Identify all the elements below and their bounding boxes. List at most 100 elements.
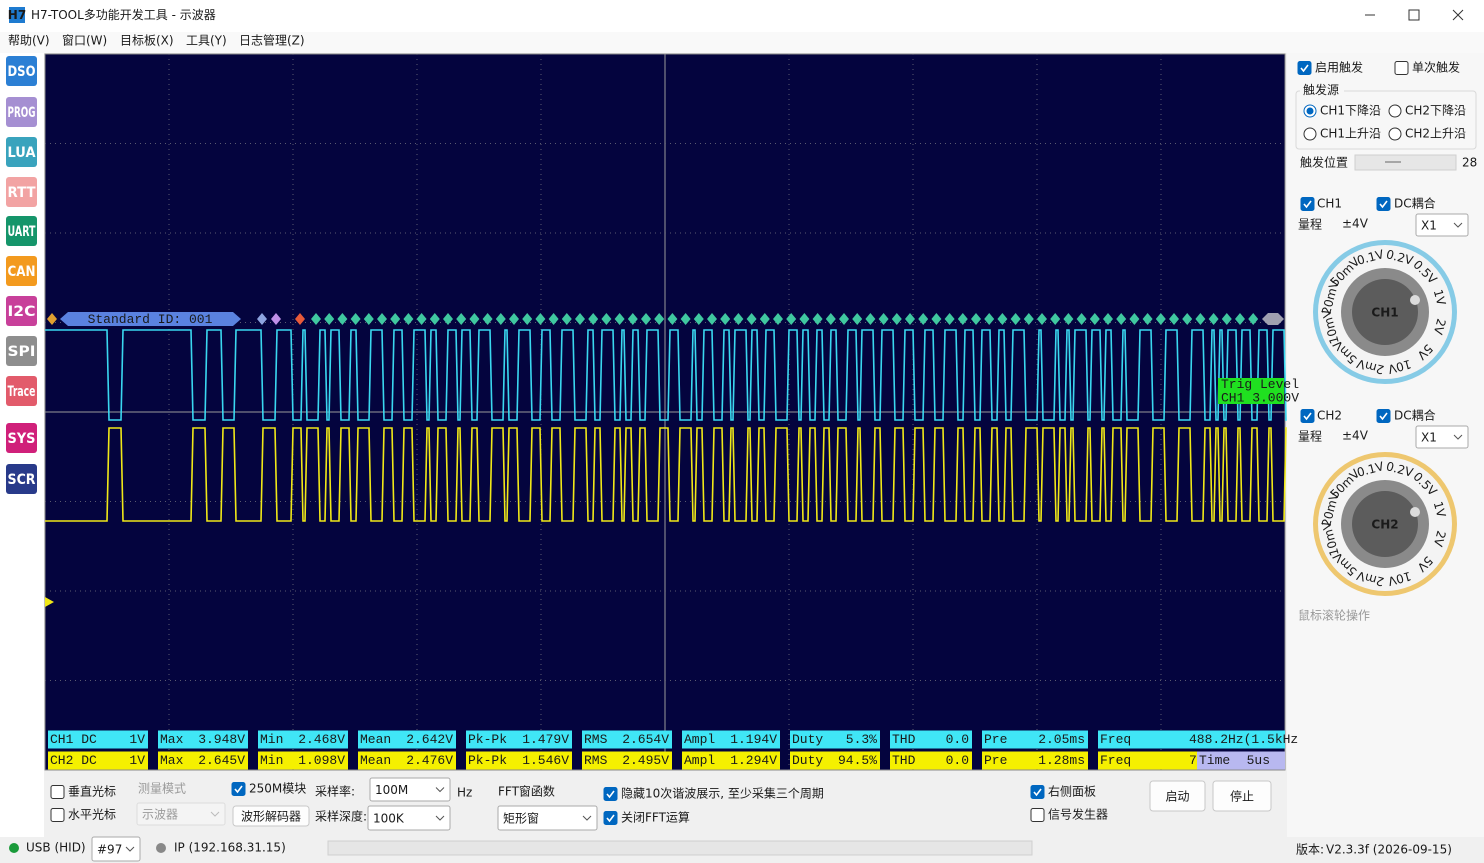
measure-name: Min — [260, 753, 283, 768]
sidebar-icon — [6, 97, 37, 127]
button-box — [1149, 780, 1206, 812]
measure-value: 1.098V — [298, 753, 345, 768]
sidebar-button[interactable]: SPI — [6, 336, 37, 366]
radio[interactable]: CH2上升沿 — [1388, 127, 1466, 141]
dropdown[interactable]: #97 — [91, 836, 141, 862]
close[interactable] — [1452, 9, 1464, 21]
button[interactable]: 波形解码器 — [232, 805, 310, 827]
sidebar-button[interactable]: SCR — [6, 464, 37, 494]
dropdown-box — [497, 805, 598, 831]
button[interactable]: 停止 — [1212, 780, 1272, 812]
measure-value: 2.468V — [298, 732, 345, 747]
sidebar-button[interactable]: CAN — [6, 256, 37, 286]
menu-item[interactable]: 目标板(X) — [120, 34, 174, 48]
measure-value: 2.654V — [622, 732, 669, 747]
measure-cell — [790, 751, 880, 770]
knob-label: 1V — [1431, 500, 1449, 520]
hint: 鼠标滚轮操作 — [1298, 608, 1370, 623]
measure-cell — [790, 730, 880, 749]
title-bar — [0, 0, 1484, 32]
sidebar-button[interactable]: Trace — [6, 376, 37, 406]
measure-value: 2.05ms — [1038, 732, 1085, 747]
menu-item[interactable]: 日志管理(Z) — [239, 33, 305, 48]
decode-mark — [759, 313, 770, 325]
radio[interactable]: CH1上升沿 — [1303, 127, 1381, 141]
label: FFT窗函数 — [498, 784, 555, 799]
decode-mark — [1063, 313, 1074, 325]
checkbox[interactable]: CH1 — [1300, 197, 1342, 211]
channel-name: CH1 — [1317, 197, 1342, 211]
measure-cell — [890, 730, 972, 749]
checkbox[interactable]: 启用触发 — [1297, 60, 1363, 75]
sidebar-button[interactable]: UART — [6, 216, 37, 246]
decode-mark — [773, 313, 783, 325]
checkbox[interactable]: CH2 — [1300, 409, 1342, 423]
checkbox[interactable]: 单次触发 — [1394, 60, 1460, 75]
menu-item[interactable]: 窗口(W) — [62, 34, 107, 48]
checkbox[interactable]: 250M模块 — [231, 782, 306, 796]
measure-cell — [582, 751, 672, 770]
checkmark — [606, 814, 615, 823]
decode-mark — [944, 313, 955, 325]
sidebar-button[interactable]: PROG — [6, 97, 37, 127]
button[interactable]: 启动 — [1149, 780, 1206, 812]
measure-name: Pk-Pk — [468, 753, 507, 768]
knob-label: 10V — [1386, 569, 1413, 589]
checkbox[interactable]: 隐藏10次谐波展示, 至少采集三个周期 — [603, 786, 824, 801]
decode-mark — [535, 313, 546, 325]
dropdown-box — [136, 802, 226, 826]
checkbox[interactable]: DC耦合 — [1376, 196, 1436, 211]
sidebar-button[interactable]: LUA — [6, 137, 37, 167]
dropdown-box — [367, 805, 451, 831]
sidebar-button[interactable]: I2C — [6, 296, 37, 326]
timebase-cell — [1197, 751, 1285, 770]
menu-item[interactable]: 帮助(V) — [8, 34, 50, 48]
maximize[interactable] — [1408, 9, 1420, 21]
measure-cell — [682, 751, 780, 770]
sidebar-button[interactable]: SYS — [6, 423, 37, 453]
decode-mark — [1182, 313, 1193, 325]
dropdown[interactable]: X1 — [1415, 213, 1469, 237]
decode-mark — [257, 313, 267, 325]
checkbox[interactable]: DC耦合 — [1376, 408, 1436, 423]
measure-value: 0.0 — [946, 732, 969, 747]
decode-mark — [1103, 313, 1113, 325]
menu-item[interactable]: 工具(Y) — [186, 34, 227, 48]
checkbox[interactable]: 水平光标 — [50, 808, 116, 822]
sidebar-label: SYS — [8, 431, 36, 447]
decode-mark — [522, 313, 533, 325]
sidebar-button[interactable]: DSO — [6, 56, 37, 86]
decode-mark — [905, 313, 915, 325]
dropdown[interactable]: 矩形窗 — [497, 805, 598, 831]
checkbox-label: DC耦合 — [1394, 408, 1436, 423]
checkbox[interactable]: 右侧面板 — [1030, 784, 1096, 799]
decode-mark — [720, 313, 731, 325]
decode-mark — [667, 313, 678, 325]
label: 测量模式 — [138, 782, 186, 796]
checkbox[interactable]: 关闭FFT运算 — [603, 810, 690, 825]
knob-inner — [1352, 491, 1418, 557]
decode-mark — [311, 313, 321, 325]
measure-cell — [158, 730, 248, 749]
decode-mark — [1050, 313, 1061, 325]
checkbox[interactable]: 垂直光标 — [50, 785, 116, 799]
measure-value: 94.5% — [838, 753, 877, 768]
measure-name: RMS — [584, 753, 608, 768]
measure-cell — [890, 751, 972, 770]
knob-title: CH2 — [1371, 518, 1398, 532]
sidebar-button[interactable]: RTT — [6, 177, 37, 207]
measure-cell — [682, 730, 780, 749]
radio[interactable]: CH1下降沿 — [1303, 104, 1381, 118]
decode-mark — [614, 313, 625, 325]
dropdown[interactable]: 100M — [369, 777, 451, 802]
checkbox[interactable]: 信号发生器 — [1030, 807, 1108, 822]
dropdown[interactable]: 100K — [367, 805, 451, 831]
sidebar-icon — [6, 177, 37, 207]
dropdown[interactable]: X1 — [1415, 425, 1469, 449]
radio[interactable]: CH2下降沿 — [1388, 104, 1466, 118]
dropdown-value: 矩形窗 — [503, 812, 539, 826]
dropdown[interactable]: 示波器 — [136, 802, 226, 826]
decode-mark — [891, 313, 902, 325]
measure-name: Pk-Pk — [468, 732, 507, 747]
measure-value: 2.495V — [622, 753, 669, 768]
